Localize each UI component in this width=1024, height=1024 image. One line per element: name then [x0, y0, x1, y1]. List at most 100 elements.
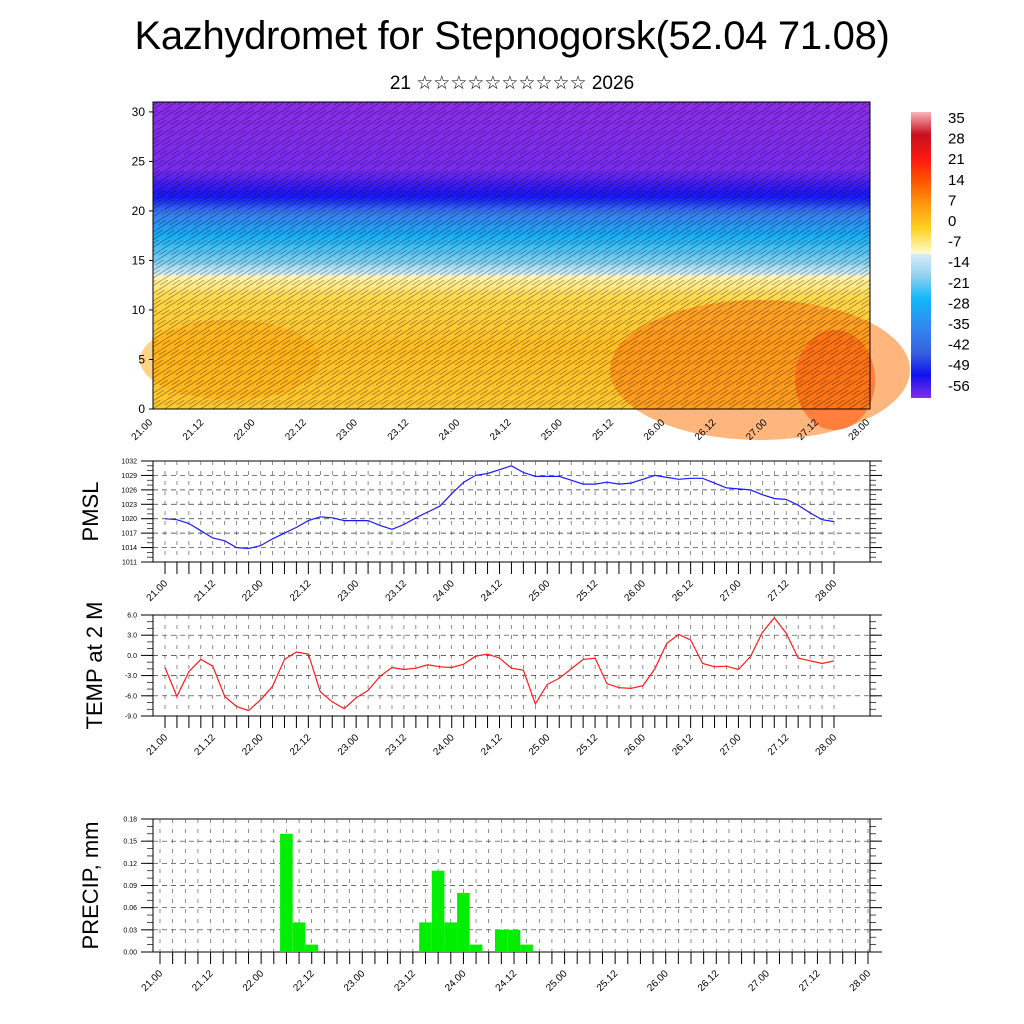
x-tick-label: 21.00 — [145, 732, 171, 758]
chart-subtitle: 21 ☆☆☆☆☆☆☆☆☆☆ 2026 — [389, 73, 635, 94]
colorbar-label: 14 — [948, 172, 965, 189]
x-tick-label: 24.00 — [431, 578, 457, 604]
x-tick-label: 25.12 — [575, 578, 601, 604]
x-tick-label: 22.00 — [240, 732, 266, 758]
precip-bar — [444, 922, 458, 952]
x-tick-label: 21.12 — [192, 732, 218, 758]
precip-bar — [457, 892, 470, 952]
x-tick-label: 23.00 — [335, 417, 361, 443]
x-tick-label: 24.00 — [437, 417, 463, 443]
x-tick-label: 25.12 — [575, 732, 601, 758]
y-tick-label: 0.12 — [123, 861, 137, 868]
y-tick-label: -3.0 — [125, 673, 137, 680]
precip-bar — [419, 922, 432, 952]
x-tick-label: 22.00 — [232, 417, 258, 443]
x-tick-label: 22.00 — [240, 578, 266, 604]
y-tick-label: 0.15 — [123, 839, 137, 846]
x-tick-label: 22.12 — [291, 968, 317, 994]
x-tick-label: 24.12 — [488, 417, 514, 443]
colorbar-label: -7 — [948, 234, 961, 251]
x-tick-label: 21.12 — [181, 417, 207, 443]
x-tick-label: 21.12 — [190, 968, 216, 994]
precip-bar — [520, 944, 533, 952]
y-tick-label: 1029 — [121, 473, 137, 480]
x-tick-label: 27.00 — [747, 968, 773, 994]
colorbar-label: -28 — [948, 295, 970, 312]
colorbar-label: -56 — [948, 378, 970, 395]
colorbar-label: -42 — [948, 337, 970, 354]
x-tick-label: 21.12 — [192, 578, 218, 604]
y-tick-label: 1011 — [122, 560, 137, 567]
y-tick-label: 6.0 — [127, 613, 137, 620]
y-tick-label: 0 — [138, 402, 145, 416]
chart-title: Kazhydromet for Stepnogorsk(52.04 71.08) — [134, 14, 890, 58]
y-tick-label: 1014 — [121, 545, 137, 552]
x-tick-label: 23.00 — [342, 968, 368, 994]
x-tick-label: 27.00 — [718, 578, 744, 604]
x-tick-label: 22.00 — [241, 968, 267, 994]
x-tick-label: 23.12 — [384, 578, 410, 604]
x-tick-label: 26.12 — [696, 968, 722, 994]
x-tick-label: 25.12 — [595, 968, 621, 994]
y-tick-label: 1020 — [121, 516, 137, 523]
colorbar-label: -35 — [948, 316, 970, 333]
precip-bar — [280, 833, 293, 952]
x-tick-label: 27.12 — [766, 578, 792, 604]
x-tick-label: 26.00 — [623, 578, 649, 604]
y-tick-label: 0.06 — [123, 905, 137, 912]
x-tick-label: 25.00 — [544, 968, 570, 994]
x-tick-label: 28.00 — [814, 732, 840, 758]
colorbar-label: 28 — [948, 131, 965, 148]
y-axis-label: PRECIP, mm — [78, 822, 103, 950]
y-axis-label: TEMP at 2 M — [82, 602, 107, 730]
x-tick-label: 24.12 — [494, 968, 520, 994]
colorbar-label: -14 — [948, 254, 970, 271]
x-tick-label: 22.12 — [288, 578, 314, 604]
x-tick-label: 26.00 — [623, 732, 649, 758]
precip-bar — [305, 944, 318, 952]
colorbar-label: 35 — [948, 110, 965, 127]
x-tick-label: 21.00 — [130, 417, 156, 443]
y-tick-label: -6.0 — [125, 693, 137, 700]
x-tick-label: 28.00 — [814, 578, 840, 604]
y-tick-label: 30 — [132, 105, 146, 119]
x-tick-label: 23.00 — [336, 732, 362, 758]
y-tick-label: 0.09 — [123, 883, 137, 890]
y-axis-label: PMSL — [78, 482, 103, 542]
temp-panel: -9.0 -6.0 -3.0 0.0 3.0 6.0 TEMP at 2 M 21.00 21.… — [82, 602, 882, 758]
colorbar-label: 0 — [948, 213, 956, 230]
x-tick-label: 22.12 — [288, 732, 314, 758]
cross-section-panel: 0 5 10 15 20 25 30 21.00 21.12 22.00 22.12 23.00 23.… — [130, 101, 910, 443]
precip-panel: 0.00 0.03 0.06 0.09 0.12 0.15 0.18 PRECIP, mm 21… — [78, 817, 882, 994]
x-tick-label: 23.12 — [384, 732, 410, 758]
y-tick-label: 1023 — [121, 502, 137, 509]
x-tick-label: 26.00 — [645, 968, 671, 994]
y-tick-label: 3.0 — [127, 633, 137, 640]
x-tick-label: 26.12 — [670, 578, 696, 604]
precip-bar — [292, 922, 306, 952]
colorbar-label: 7 — [948, 192, 956, 209]
y-tick-label: -9.0 — [125, 714, 137, 721]
precip-bar — [507, 929, 521, 952]
y-tick-label: 15 — [132, 253, 146, 267]
x-tick-label: 28.00 — [848, 968, 874, 994]
y-tick-label: 25 — [132, 154, 146, 168]
precip-bar — [431, 870, 445, 952]
x-tick-label: 25.00 — [527, 732, 553, 758]
y-tick-label: 10 — [132, 303, 146, 317]
x-tick-label: 24.00 — [443, 968, 469, 994]
colorbar-label: -49 — [948, 357, 970, 374]
x-tick-label: 27.12 — [766, 732, 792, 758]
y-tick-label: 0.03 — [123, 927, 137, 934]
precip-bar — [495, 929, 508, 952]
y-tick-label: 0.00 — [123, 950, 137, 957]
x-tick-label: 25.00 — [527, 578, 553, 604]
y-tick-label: 5 — [138, 352, 145, 366]
pmsl-line — [164, 465, 835, 550]
colorbar-gradient — [911, 112, 931, 398]
x-tick-label: 24.12 — [479, 732, 505, 758]
x-tick-label: 23.12 — [393, 968, 419, 994]
wind-barbs — [153, 102, 870, 409]
colorbar-label: -21 — [948, 275, 970, 292]
